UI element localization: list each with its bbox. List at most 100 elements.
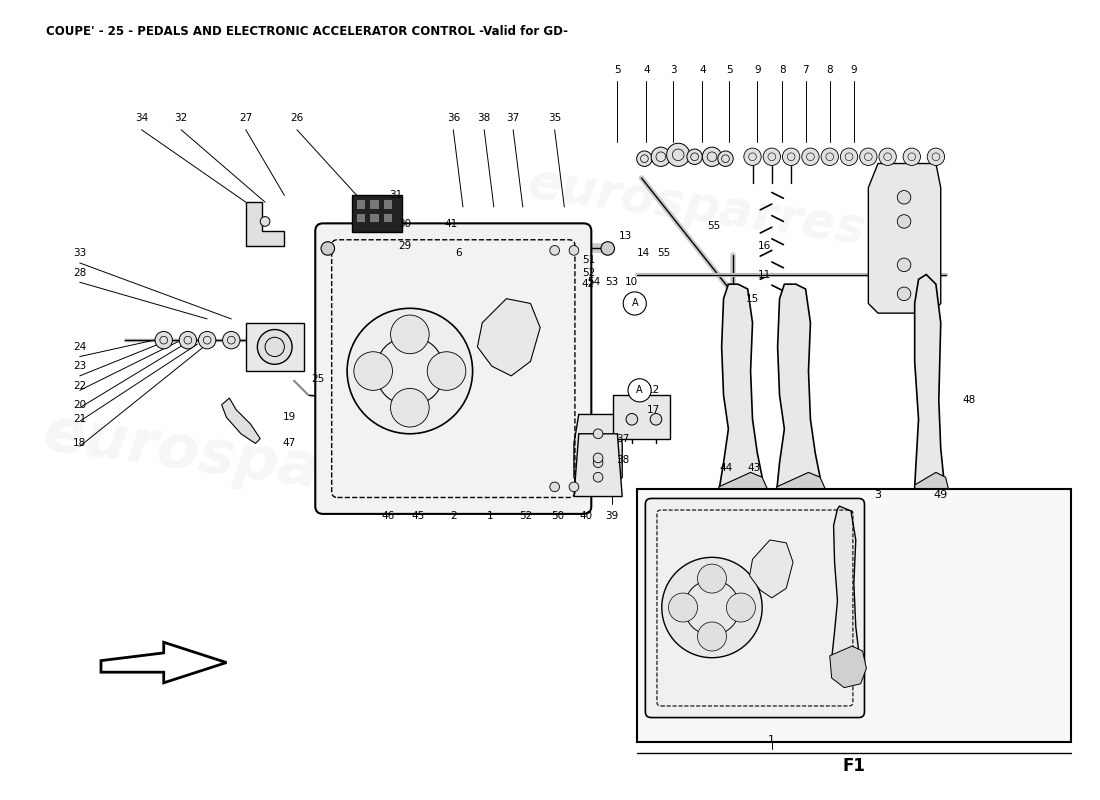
Circle shape	[898, 214, 911, 228]
Polygon shape	[832, 506, 859, 685]
Text: 12: 12	[647, 386, 660, 395]
Circle shape	[802, 148, 820, 166]
Text: 8: 8	[779, 65, 785, 75]
Text: A: A	[636, 386, 642, 395]
Text: 7: 7	[802, 65, 808, 75]
Text: 2: 2	[450, 511, 456, 521]
Circle shape	[726, 593, 756, 622]
Circle shape	[628, 378, 651, 402]
Text: 42: 42	[582, 279, 595, 289]
FancyBboxPatch shape	[316, 223, 592, 514]
Text: 13: 13	[618, 231, 631, 241]
Text: COUPE' - 25 - PEDALS AND ELECTRONIC ACCELERATOR CONTROL -Valid for GD-: COUPE' - 25 - PEDALS AND ELECTRONIC ACCE…	[46, 25, 568, 38]
Bar	[356, 214, 365, 222]
Circle shape	[669, 593, 697, 622]
Text: 22: 22	[73, 381, 87, 390]
Text: 50: 50	[551, 511, 564, 521]
Text: 34: 34	[135, 113, 149, 123]
Circle shape	[179, 331, 197, 349]
Circle shape	[637, 151, 652, 166]
Circle shape	[569, 246, 579, 255]
Text: 23: 23	[73, 362, 87, 371]
Polygon shape	[718, 472, 770, 526]
Polygon shape	[221, 398, 261, 443]
Circle shape	[697, 622, 726, 651]
Polygon shape	[574, 414, 623, 487]
Text: 45: 45	[411, 511, 425, 521]
Circle shape	[860, 148, 877, 166]
Bar	[384, 214, 393, 222]
Circle shape	[744, 148, 761, 166]
Text: 49: 49	[934, 490, 948, 499]
Text: 24: 24	[73, 342, 87, 352]
Circle shape	[763, 148, 781, 166]
Text: 26: 26	[290, 113, 304, 123]
Circle shape	[702, 147, 722, 166]
Circle shape	[898, 190, 911, 204]
Polygon shape	[574, 434, 623, 497]
Text: 38: 38	[477, 113, 491, 123]
Circle shape	[155, 331, 173, 349]
Text: 18: 18	[73, 438, 87, 449]
Circle shape	[927, 148, 945, 166]
Text: eurosparres: eurosparres	[41, 403, 461, 520]
Circle shape	[569, 482, 579, 492]
Circle shape	[261, 217, 270, 226]
Circle shape	[593, 458, 603, 467]
Text: 37: 37	[506, 113, 520, 123]
Polygon shape	[915, 472, 950, 516]
Text: 19: 19	[283, 412, 296, 422]
Circle shape	[718, 151, 734, 166]
Polygon shape	[915, 274, 944, 511]
Circle shape	[593, 429, 603, 438]
Text: 16: 16	[758, 241, 771, 250]
Circle shape	[624, 292, 647, 315]
Circle shape	[686, 149, 702, 165]
Bar	[352, 195, 403, 232]
Text: 35: 35	[548, 113, 561, 123]
Polygon shape	[245, 202, 285, 246]
Text: 55: 55	[657, 248, 670, 258]
Text: 9: 9	[754, 65, 761, 75]
Text: 1: 1	[768, 734, 776, 745]
Polygon shape	[718, 284, 762, 526]
Text: 55: 55	[707, 222, 721, 231]
Text: 17: 17	[647, 405, 660, 414]
Text: 20: 20	[74, 400, 86, 410]
Polygon shape	[245, 322, 304, 371]
Polygon shape	[777, 472, 828, 526]
Polygon shape	[777, 284, 821, 526]
Text: 28: 28	[73, 267, 87, 278]
Text: 8: 8	[826, 65, 833, 75]
Circle shape	[903, 148, 921, 166]
Text: 36: 36	[447, 113, 460, 123]
Text: 11: 11	[758, 270, 771, 279]
Text: 53: 53	[605, 278, 618, 287]
Text: 38: 38	[616, 455, 630, 465]
FancyBboxPatch shape	[646, 498, 865, 718]
Text: 1: 1	[486, 511, 493, 521]
Text: 15: 15	[746, 294, 759, 304]
Text: 40: 40	[579, 511, 592, 521]
Text: 52: 52	[582, 267, 595, 278]
Circle shape	[662, 558, 762, 658]
Text: 47: 47	[283, 438, 296, 449]
Circle shape	[821, 148, 838, 166]
Text: 14: 14	[637, 248, 650, 258]
Text: 3: 3	[670, 65, 676, 75]
Bar	[356, 200, 365, 209]
Circle shape	[697, 564, 726, 593]
Polygon shape	[101, 642, 227, 683]
Text: 41: 41	[444, 219, 458, 230]
Text: 30: 30	[398, 219, 411, 230]
Circle shape	[222, 331, 240, 349]
Circle shape	[840, 148, 858, 166]
Bar	[371, 214, 380, 222]
Circle shape	[348, 308, 473, 434]
Text: 33: 33	[73, 248, 87, 258]
Text: F1: F1	[843, 757, 866, 775]
Bar	[613, 395, 671, 438]
Polygon shape	[868, 163, 940, 313]
Text: 49: 49	[763, 491, 777, 502]
Text: 4: 4	[644, 65, 650, 75]
